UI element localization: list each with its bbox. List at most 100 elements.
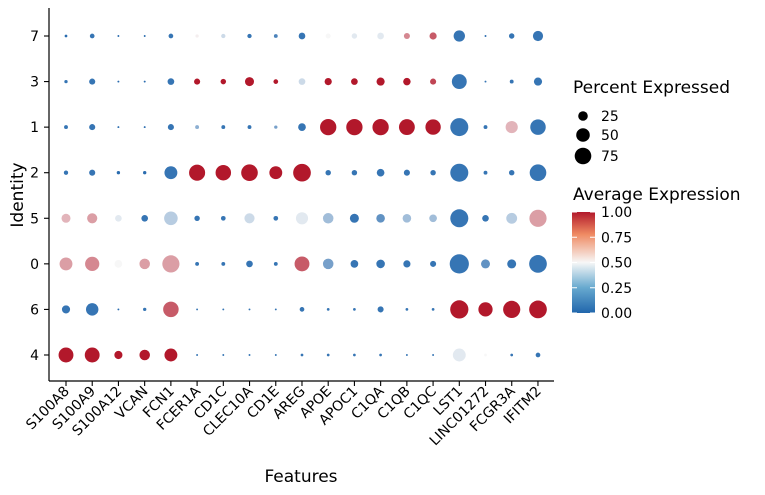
dot-7-CLEC10A — [247, 33, 252, 39]
dot-4-AREG — [300, 353, 304, 357]
dot-5-FCGR3A — [506, 212, 518, 224]
dot-2-C1QC — [430, 169, 436, 176]
dot-4-S100A12 — [114, 350, 123, 360]
dot-3-C1QC — [430, 78, 437, 85]
dot-1-FCGR3A — [505, 121, 518, 134]
dot-0-LINC01272 — [481, 259, 490, 269]
dot-2-C1QB — [403, 169, 410, 176]
dot-7-AREG — [298, 32, 306, 40]
dot-0-AREG — [294, 256, 310, 272]
dot-5-VCAN — [141, 214, 149, 222]
dot-0-C1QB — [403, 260, 411, 268]
dot-7-C1QB — [403, 32, 410, 40]
dot-0-FCGR3A — [507, 259, 517, 269]
dot-2-CD1E — [269, 166, 283, 180]
dot-6-FCN1 — [163, 301, 179, 318]
dot-4-C1QB — [405, 354, 408, 356]
dot-6-CLEC10A — [248, 308, 251, 311]
dot-7-FCGR3A — [508, 33, 515, 39]
dot-4-C1QA — [379, 353, 382, 357]
dot-6-LST1 — [450, 300, 469, 319]
y-tick-label: 1 — [30, 120, 39, 136]
dot-3-FCGR3A — [509, 79, 514, 84]
dot-2-APOC1 — [351, 169, 358, 176]
dot-0-C1QA — [376, 259, 385, 269]
dot-6-S100A8 — [61, 305, 71, 314]
dot-4-VCAN — [139, 349, 150, 361]
dot-7-FCER1A — [195, 34, 199, 38]
y-tick-label: 0 — [30, 257, 39, 273]
dot-4-FCGR3A — [510, 353, 514, 357]
dot-7-CD1C — [221, 33, 226, 39]
dot-7-S100A12 — [117, 35, 120, 37]
dot-1-CLEC10A — [247, 125, 252, 130]
dot-2-AREG — [293, 163, 311, 182]
colorbar-label: 0.00 — [601, 306, 632, 322]
dot-0-S100A8 — [59, 257, 73, 271]
dot-5-LINC01272 — [482, 214, 489, 222]
dot-5-LST1 — [450, 209, 469, 228]
dot-2-VCAN — [143, 171, 147, 175]
dot-4-LST1 — [452, 348, 466, 362]
dot-0-APOC1 — [350, 260, 359, 268]
y-ticks: 7 3 1 2 5 0 6 4 — [30, 29, 49, 364]
dot-0-CD1C — [221, 261, 226, 266]
dot-7-VCAN — [143, 35, 146, 37]
dot-3-FCER1A — [194, 78, 201, 85]
colorbar-label: 0.25 — [601, 281, 632, 297]
dot-0-FCER1A — [195, 261, 200, 266]
dot-1-APOC1 — [346, 118, 363, 136]
dot-5-APOE — [322, 213, 334, 224]
dot-3-CD1C — [220, 78, 227, 85]
dot-0-APOE — [322, 258, 334, 270]
dot-6-C1QA — [377, 306, 384, 313]
dot-1-LINC01272 — [483, 125, 488, 130]
color-legend: Average Expression 1.00 0.75 0.50 0.25 0.00 — [572, 185, 741, 322]
size-legend-label: 50 — [601, 128, 619, 144]
dot-4-APOE — [326, 353, 330, 357]
y-tick-label: 7 — [30, 29, 39, 45]
dot-1-C1QC — [425, 119, 441, 135]
y-tick-label: 6 — [30, 302, 39, 318]
dot-2-FCER1A — [189, 164, 206, 181]
dot-1-C1QB — [398, 119, 415, 136]
dot-5-C1QA — [376, 214, 385, 223]
dot-2-LINC01272 — [483, 170, 488, 175]
dot-3-APOE — [324, 78, 332, 86]
dot-6-S100A12 — [117, 308, 120, 311]
dot-1-S100A9 — [89, 124, 96, 131]
dot-3-FCN1 — [167, 78, 175, 85]
dot-6-APOC1 — [353, 308, 356, 311]
dot-3-C1QB — [403, 77, 411, 86]
dot-4-C1QC — [432, 354, 435, 356]
dot-3-IFITM2 — [533, 77, 543, 86]
dot-6-APOE — [326, 308, 330, 311]
dot-3-CLEC10A — [245, 77, 254, 87]
dot-0-S100A12 — [114, 260, 123, 268]
dot-6-C1QC — [431, 308, 435, 311]
dot-2-FCN1 — [164, 166, 178, 180]
dot-4-FCER1A — [196, 354, 199, 356]
dots-layer — [58, 30, 547, 363]
dot-4-APOC1 — [353, 353, 356, 357]
dot-2-LST1 — [450, 163, 469, 182]
dot-4-S100A8 — [58, 347, 74, 363]
dot-6-IFITM2 — [529, 300, 547, 319]
dot-0-CD1E — [273, 261, 278, 266]
y-axis-title: Identity — [8, 162, 28, 227]
dot-5-CLEC10A — [244, 213, 255, 224]
dot-2-S100A8 — [63, 170, 69, 175]
dot-4-CD1C — [222, 354, 225, 356]
dot-4-FCN1 — [164, 348, 178, 362]
dot-0-S100A9 — [85, 256, 100, 272]
dot-7-APOC1 — [351, 33, 358, 39]
dot-0-FCN1 — [162, 255, 180, 273]
dot-4-CD1E — [274, 354, 277, 356]
dot-5-S100A9 — [87, 213, 98, 224]
dot-1-VCAN — [143, 126, 146, 129]
dot-2-S100A12 — [116, 171, 121, 175]
size-legend-label: 75 — [601, 149, 619, 165]
dot-7-CD1E — [273, 34, 278, 38]
dot-4-LINC01272 — [484, 353, 487, 357]
dot-5-CD1C — [220, 215, 226, 221]
